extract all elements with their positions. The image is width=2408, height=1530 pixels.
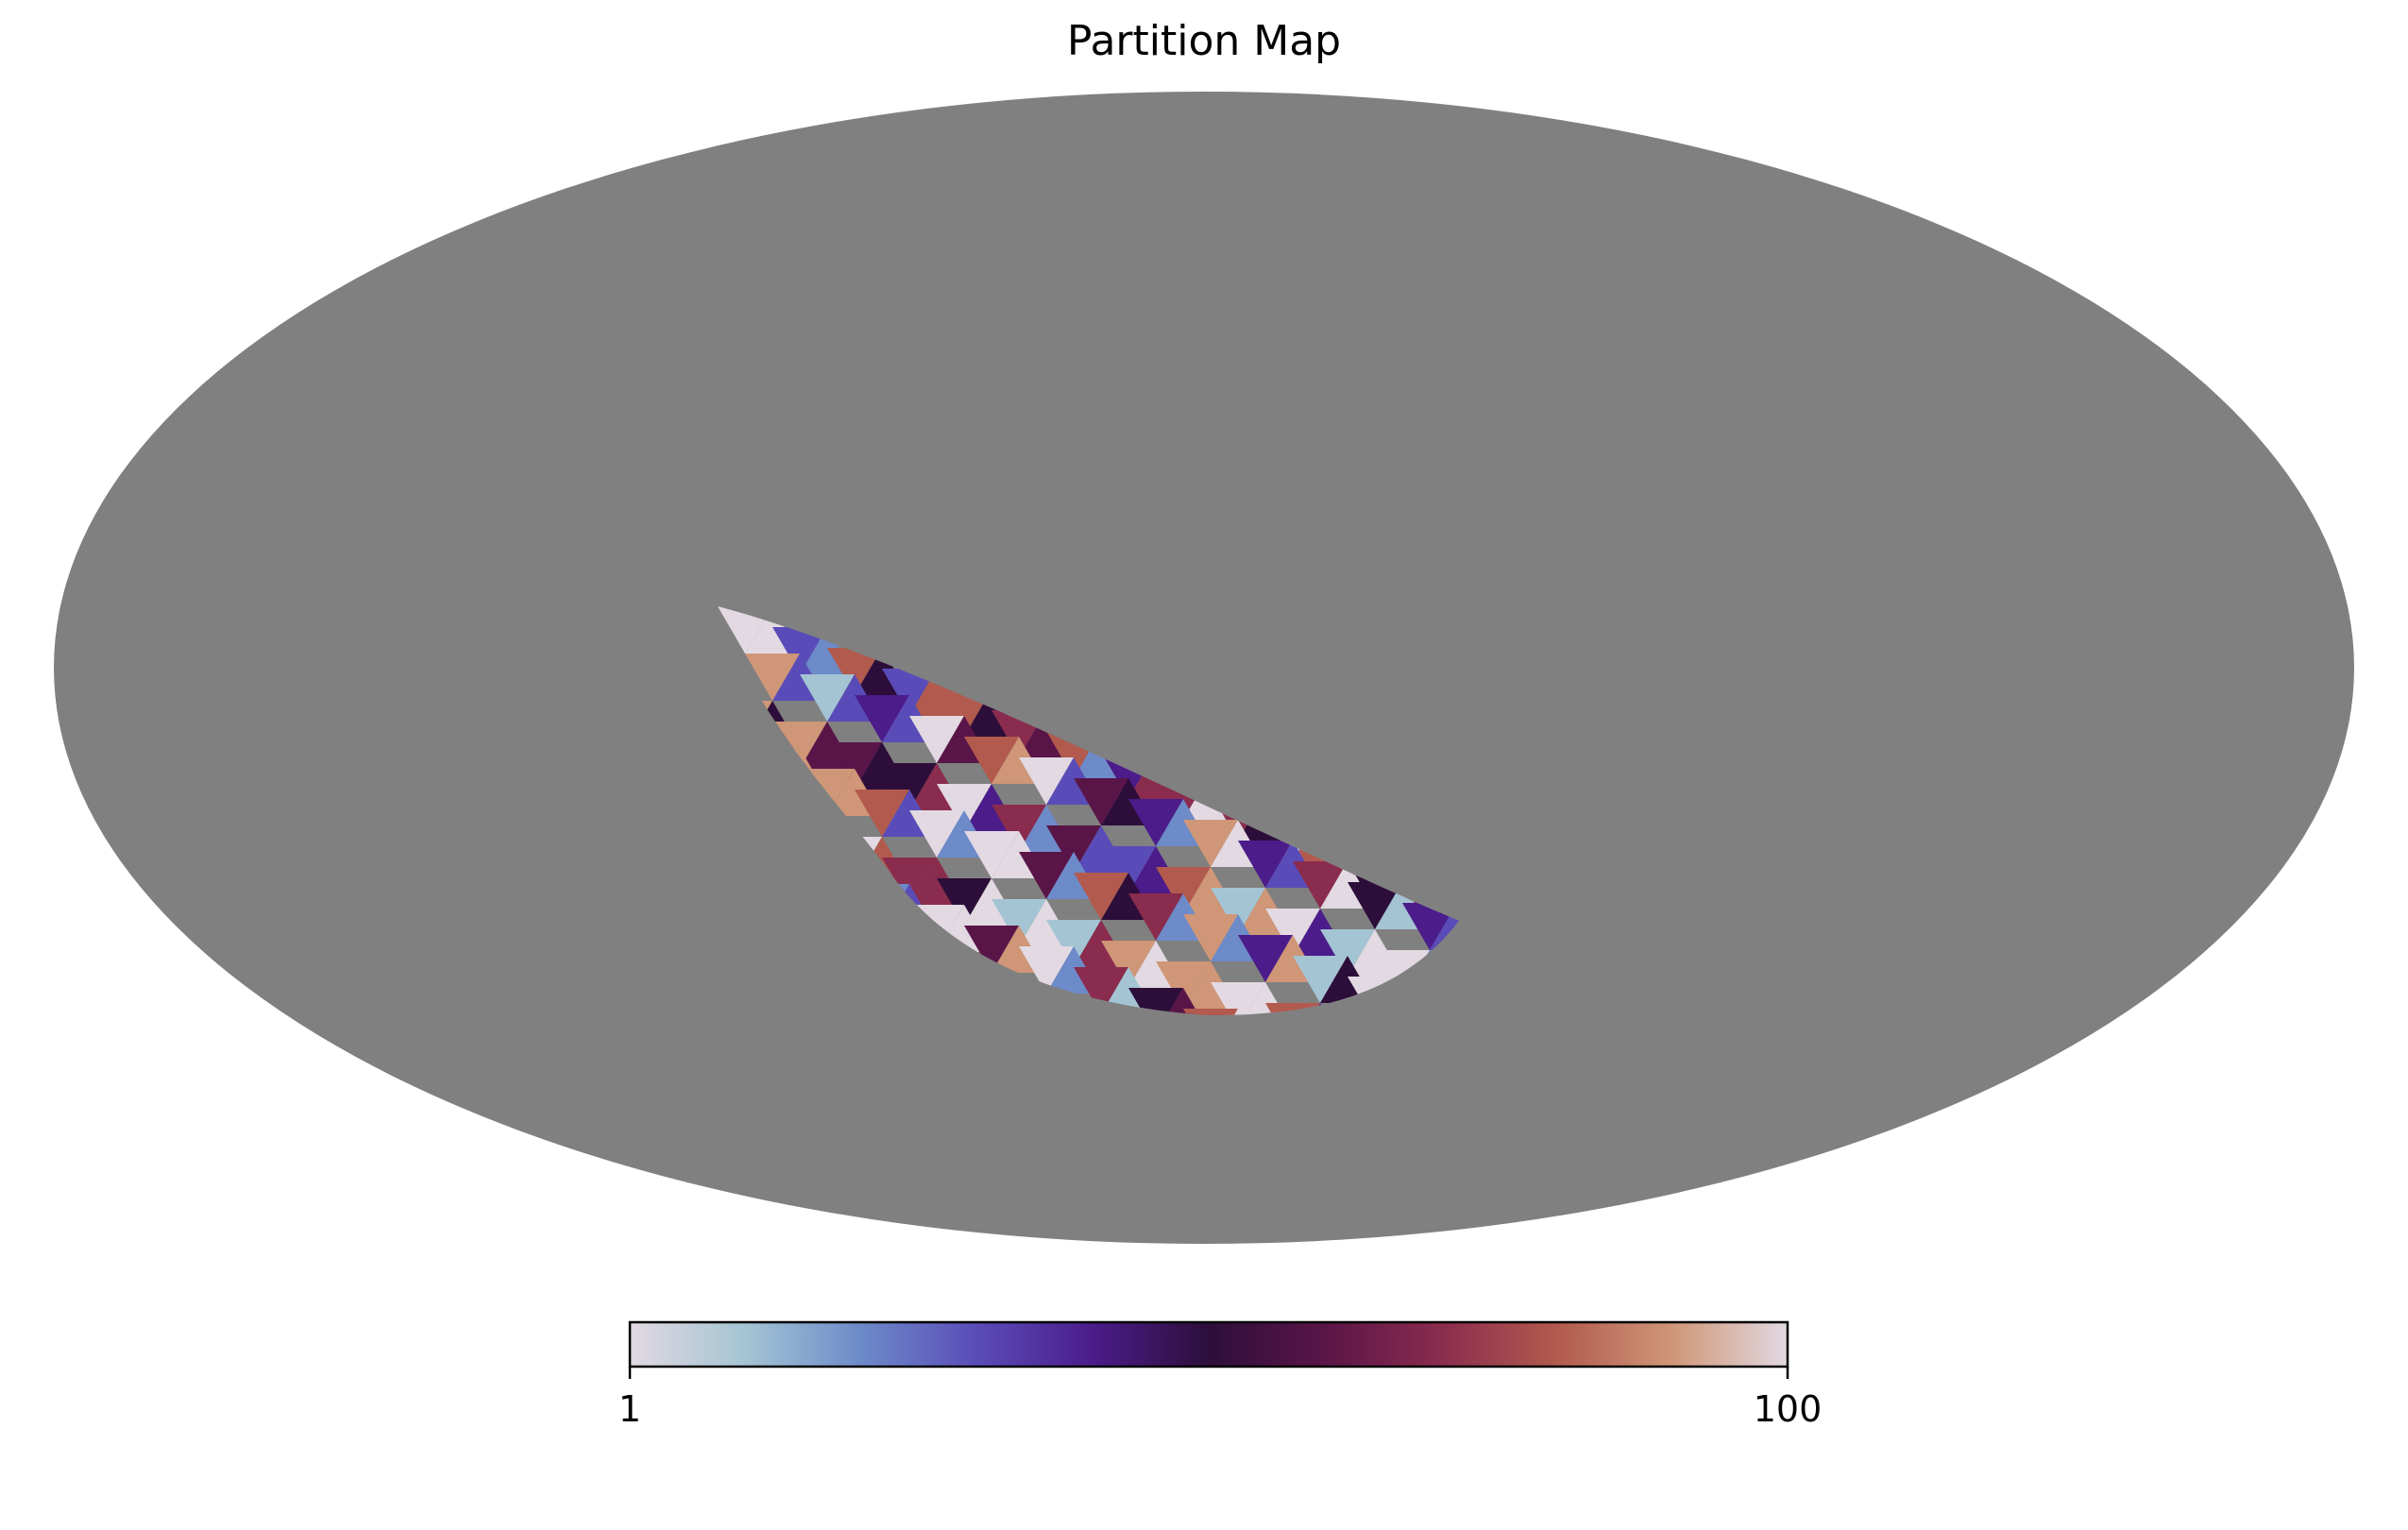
partition-cell (1594, 1249, 1649, 1296)
partition-cell (1348, 1260, 1402, 1307)
partition-cell (909, 716, 964, 763)
partition-cell (1320, 1239, 1375, 1286)
partition-cell (827, 648, 882, 695)
colorbar (628, 1320, 1789, 1368)
partition-cell (937, 784, 992, 831)
partition-cell (1402, 1281, 1457, 1328)
partition-cell (1101, 941, 1156, 988)
partition-cell (1293, 1239, 1348, 1286)
partition-cell (1156, 867, 1211, 914)
partition-cell (1128, 799, 1183, 846)
partition-cell (772, 722, 827, 769)
partition-cell (1238, 935, 1293, 982)
partition-cell (1375, 1260, 1430, 1307)
partition-cell (1348, 882, 1402, 929)
partition-cell (1484, 1275, 1539, 1322)
partition-cell (1375, 1233, 1430, 1281)
partition-cell (1046, 920, 1101, 967)
partition-cell (1430, 1254, 1484, 1301)
partition-cell (1156, 988, 1211, 1015)
partition-cell (964, 831, 1019, 878)
partition-cell (964, 926, 1019, 973)
partition-cell (1019, 946, 1074, 994)
partition-cell (745, 654, 800, 701)
colorbar-max-label: 100 (1753, 1388, 1823, 1430)
partition-cell (1074, 778, 1128, 825)
partition-cell (882, 669, 937, 716)
partition-cell (1128, 893, 1183, 941)
partition-cell (937, 878, 992, 926)
partition-cell (992, 805, 1046, 852)
partition-cell (1101, 846, 1156, 893)
partition-cell (1238, 841, 1293, 888)
partition-cell (1156, 961, 1211, 1009)
partition-cell (1430, 1281, 1484, 1328)
sky-ellipse (54, 92, 2354, 1244)
partition-cell (1183, 820, 1238, 867)
partition-cell (1567, 1249, 1621, 1296)
partition-cell (964, 737, 1019, 784)
partition-cell (1211, 982, 1265, 1015)
partition-cell (1512, 1275, 1567, 1322)
partition-cell (909, 810, 964, 858)
partition-cell (1320, 929, 1375, 977)
partition-cell (1512, 1228, 1567, 1275)
partition-cell (882, 763, 937, 810)
partition-cell (1293, 956, 1348, 1003)
partition-cell (1238, 982, 1293, 1015)
partition-cell (1402, 903, 1457, 950)
partition-cell (1265, 909, 1320, 956)
partition-cell (772, 627, 827, 674)
partition-cell (882, 858, 937, 905)
partition-cell (1074, 967, 1128, 1014)
partition-cell (1457, 1254, 1512, 1301)
partition-cell (992, 899, 1046, 946)
colorbar-min-label: 1 (618, 1388, 642, 1430)
partition-cell (1293, 861, 1348, 909)
partition-cell (1539, 1228, 1594, 1275)
partition-cell (1019, 852, 1074, 899)
partition-cell (1074, 873, 1128, 920)
partition-cell (855, 695, 909, 742)
partition-cell (827, 742, 882, 790)
partition-cell (1402, 1233, 1457, 1281)
partition-cell (855, 790, 909, 837)
partition-cell (1211, 888, 1265, 935)
partition-cell (800, 674, 855, 722)
partition-cell (1046, 825, 1101, 873)
map-title: Partition Map (1066, 17, 1342, 65)
partition-cell (1019, 757, 1074, 805)
partition-cell (1183, 914, 1238, 961)
